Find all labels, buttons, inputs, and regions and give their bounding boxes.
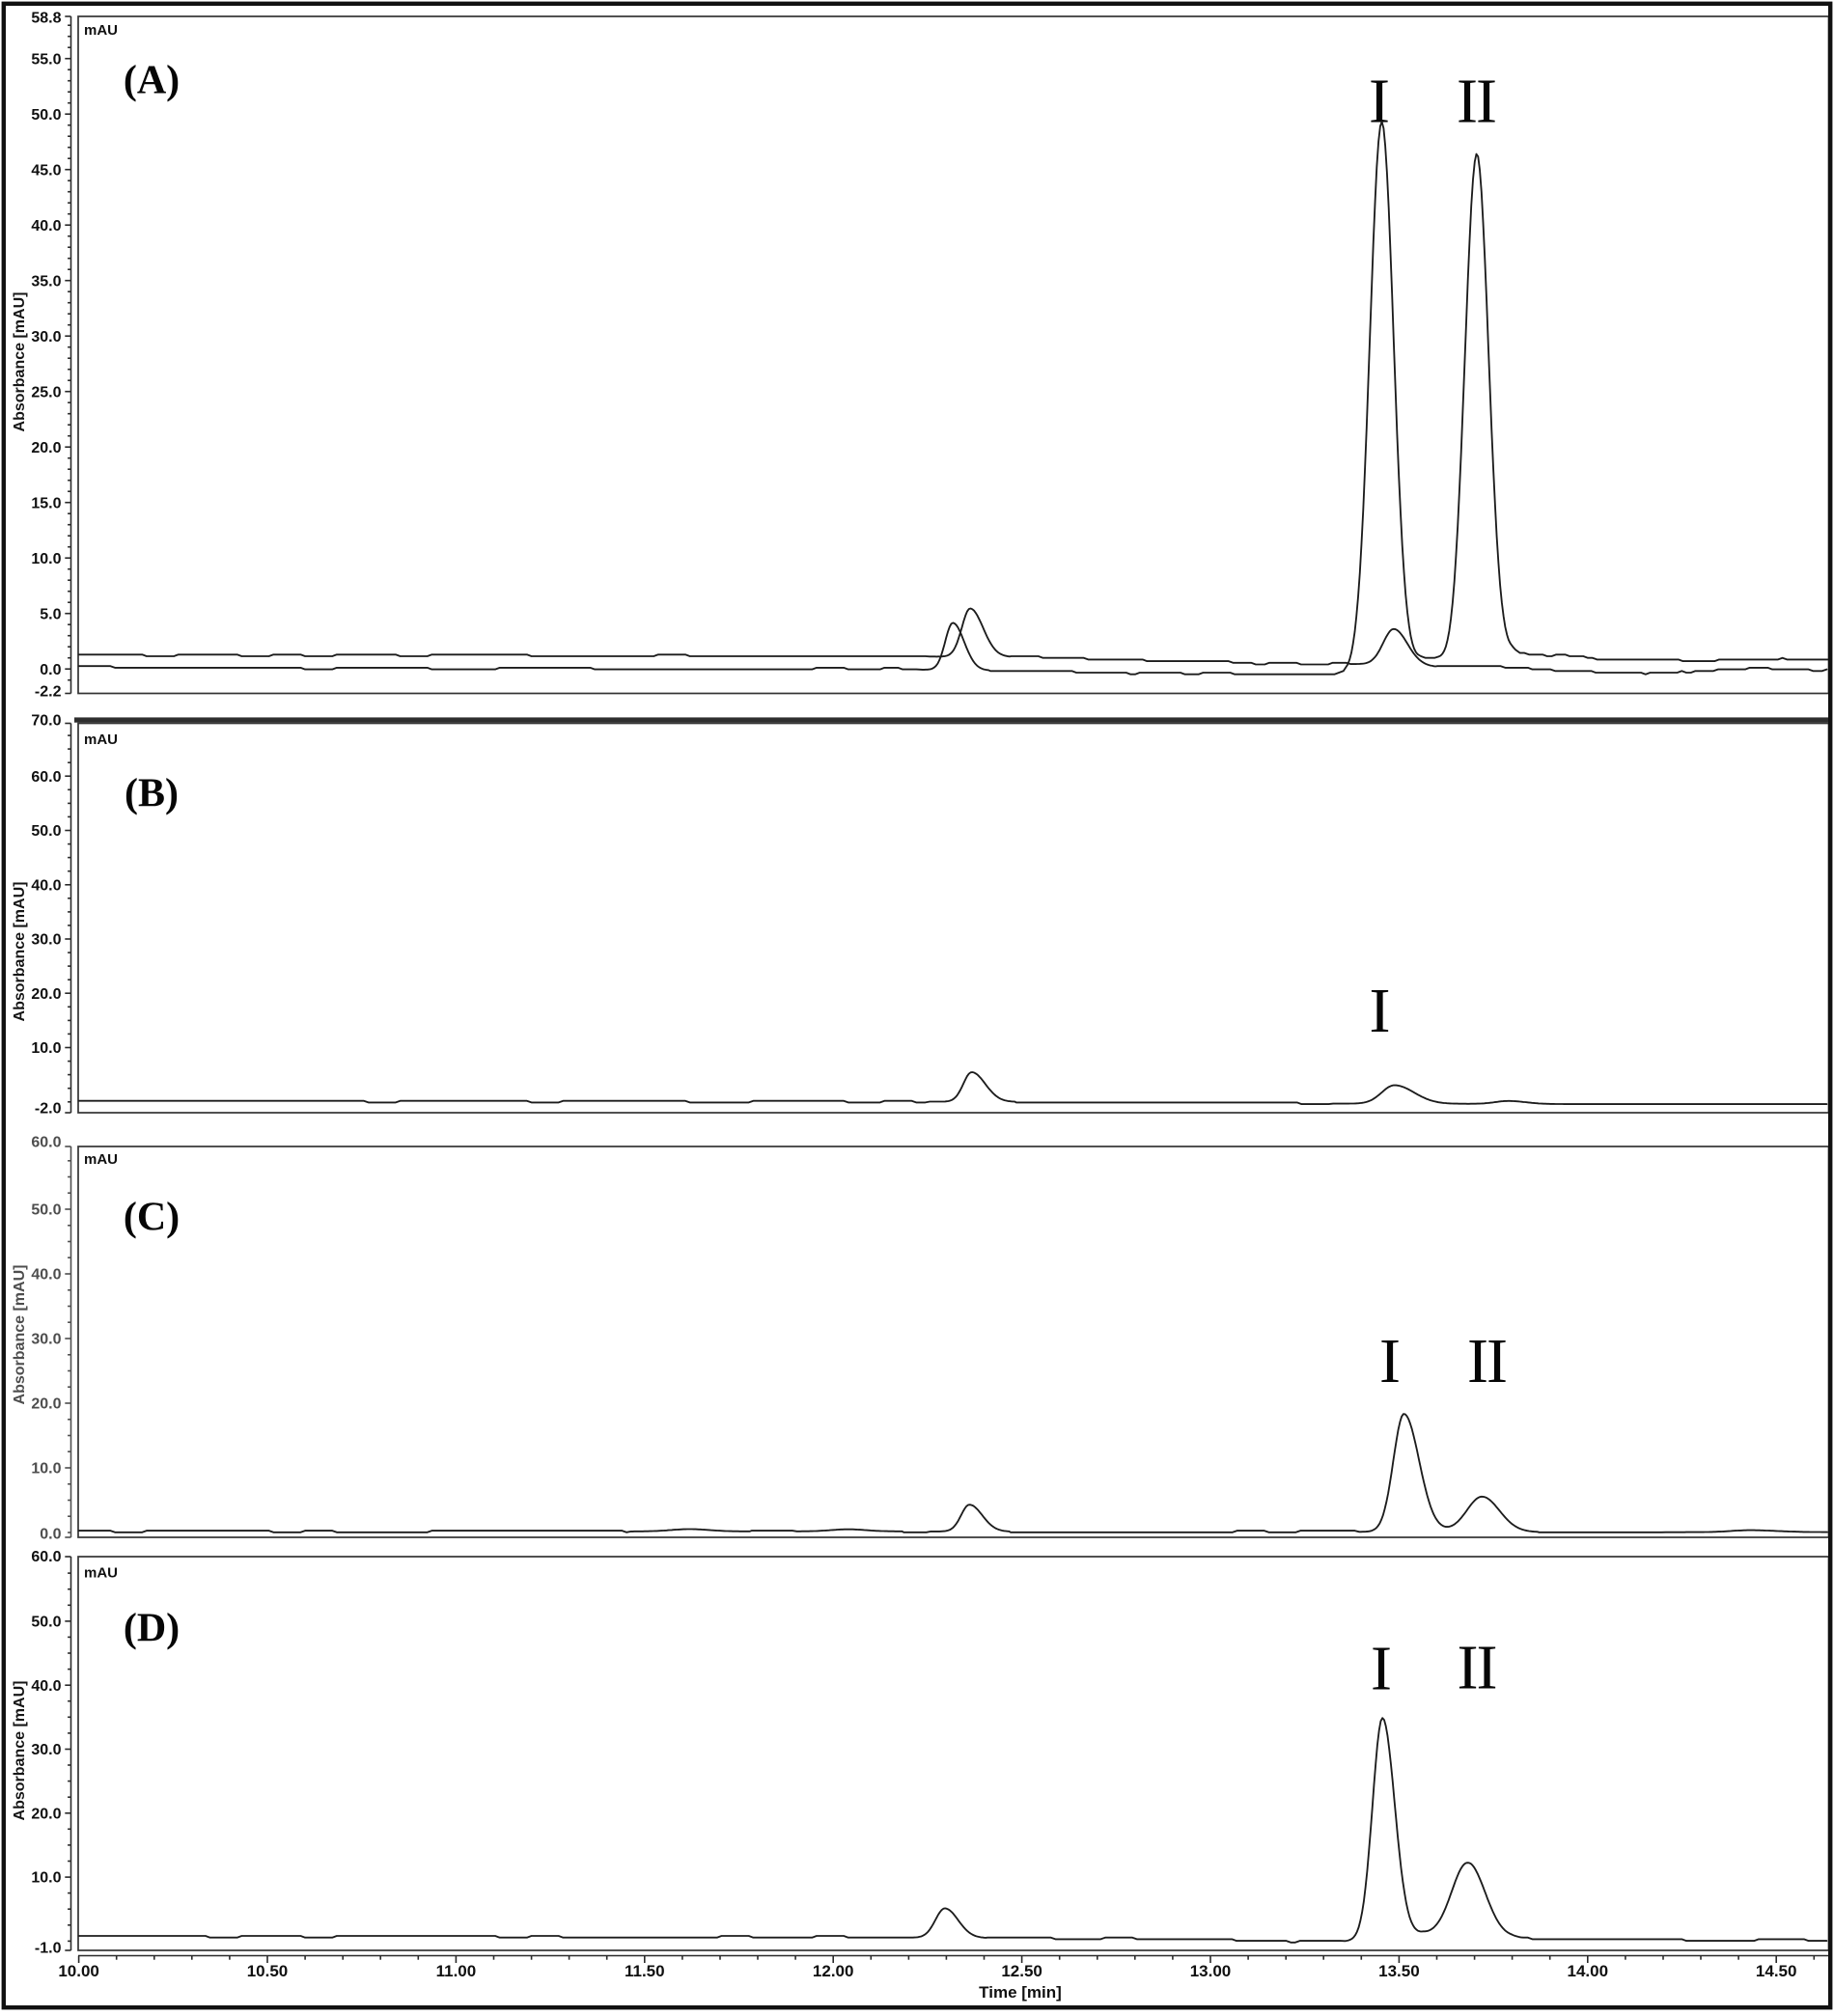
svg-text:20.0: 20.0: [31, 1396, 61, 1413]
svg-text:20.0: 20.0: [31, 986, 61, 1003]
svg-text:I: I: [1371, 1634, 1392, 1704]
svg-text:40.0: 40.0: [31, 1267, 61, 1284]
svg-text:60.0: 60.0: [31, 769, 61, 786]
svg-text:14.50: 14.50: [1756, 1962, 1797, 1980]
svg-text:-1.0: -1.0: [35, 1941, 62, 1957]
svg-text:60.0: 60.0: [31, 1135, 61, 1151]
svg-text:(C): (C): [124, 1196, 180, 1240]
svg-text:I: I: [1370, 976, 1391, 1046]
svg-text:(D): (D): [124, 1607, 180, 1651]
svg-text:mAU: mAU: [84, 732, 118, 748]
svg-text:10.0: 10.0: [31, 1040, 61, 1057]
svg-text:20.0: 20.0: [31, 440, 61, 456]
svg-text:0.0: 0.0: [40, 662, 61, 678]
svg-text:5.0: 5.0: [40, 606, 61, 622]
svg-text:15.0: 15.0: [31, 495, 61, 511]
svg-text:30.0: 30.0: [31, 329, 61, 345]
svg-text:Absorbance [mAU]: Absorbance [mAU]: [12, 1265, 28, 1405]
svg-text:Time [min]: Time [min]: [979, 1983, 1062, 2002]
svg-text:mAU: mAU: [84, 1151, 118, 1168]
svg-text:0.0: 0.0: [40, 1526, 61, 1542]
svg-text:70.0: 70.0: [31, 712, 61, 729]
svg-text:40.0: 40.0: [31, 877, 61, 894]
svg-text:mAU: mAU: [84, 1565, 118, 1582]
svg-text:12.50: 12.50: [1001, 1962, 1042, 1980]
svg-text:50.0: 50.0: [31, 107, 61, 124]
svg-text:10.0: 10.0: [31, 551, 61, 567]
svg-text:-2.0: -2.0: [35, 1101, 62, 1118]
svg-text:10.50: 10.50: [247, 1962, 289, 1980]
svg-text:II: II: [1457, 66, 1495, 136]
svg-text:30.0: 30.0: [31, 1742, 61, 1758]
svg-text:mAU: mAU: [84, 22, 118, 39]
svg-text:(A): (A): [124, 59, 180, 103]
svg-text:Absorbance [mAU]: Absorbance [mAU]: [12, 292, 28, 432]
svg-text:11.00: 11.00: [436, 1962, 477, 1980]
svg-text:30.0: 30.0: [31, 1332, 61, 1348]
svg-text:(B): (B): [125, 772, 179, 816]
svg-text:10.0: 10.0: [31, 1870, 61, 1887]
svg-text:40.0: 40.0: [31, 1678, 61, 1695]
svg-text:45.0: 45.0: [31, 162, 61, 179]
svg-text:10.0: 10.0: [31, 1461, 61, 1477]
svg-text:50.0: 50.0: [31, 823, 61, 840]
svg-text:-2.2: -2.2: [35, 684, 62, 701]
svg-text:II: II: [1467, 1326, 1506, 1396]
svg-text:60.0: 60.0: [31, 1549, 61, 1565]
svg-text:40.0: 40.0: [31, 218, 61, 235]
svg-text:25.0: 25.0: [31, 384, 61, 400]
svg-text:II: II: [1458, 1633, 1496, 1703]
svg-text:14.00: 14.00: [1568, 1962, 1609, 1980]
svg-text:10.00: 10.00: [58, 1962, 99, 1980]
svg-text:Absorbance [mAU]: Absorbance [mAU]: [12, 882, 28, 1022]
svg-text:11.50: 11.50: [625, 1962, 665, 1980]
svg-text:Absorbance [mAU]: Absorbance [mAU]: [12, 1681, 28, 1821]
svg-text:55.0: 55.0: [31, 51, 61, 68]
svg-text:20.0: 20.0: [31, 1806, 61, 1822]
svg-text:13.00: 13.00: [1190, 1962, 1232, 1980]
svg-text:13.50: 13.50: [1378, 1962, 1420, 1980]
svg-text:50.0: 50.0: [31, 1202, 61, 1219]
svg-text:58.8: 58.8: [31, 11, 61, 27]
svg-text:I: I: [1369, 66, 1390, 136]
svg-text:50.0: 50.0: [31, 1615, 61, 1631]
svg-text:35.0: 35.0: [31, 273, 61, 290]
svg-text:I: I: [1379, 1326, 1401, 1396]
svg-text:12.00: 12.00: [813, 1962, 854, 1980]
svg-text:30.0: 30.0: [31, 932, 61, 949]
